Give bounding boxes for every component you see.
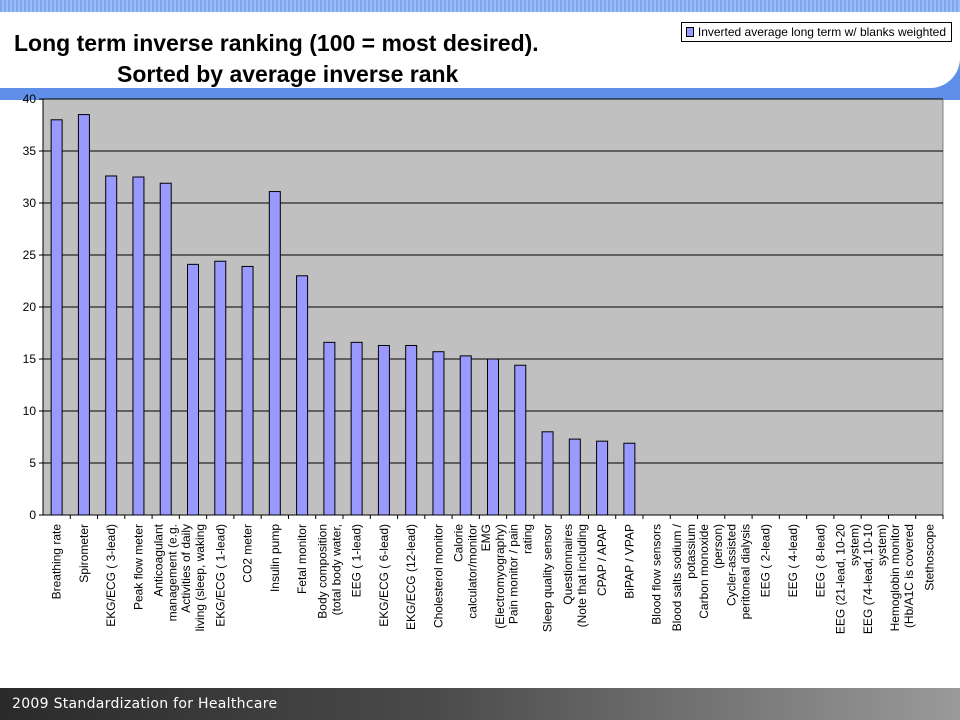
x-tick-label: EEG ( 8-lead)	[813, 524, 827, 597]
bar	[159, 182, 172, 516]
bar	[50, 119, 63, 516]
header-stripe	[0, 0, 960, 12]
x-tick-label: Peak flow meter	[131, 524, 145, 610]
y-tick-label: 15	[23, 352, 37, 366]
x-tick-label: (Note that including	[575, 524, 589, 627]
x-tick-label: EKG/ECG (12-lead)	[404, 524, 418, 630]
x-tick-label: Body composition	[315, 524, 329, 619]
bar	[432, 351, 445, 516]
x-tick-label: Stethoscope	[922, 524, 936, 591]
x-tick-label: living (sleep, waking	[193, 524, 207, 631]
x-tick-label: rating	[520, 524, 534, 554]
bar	[105, 175, 118, 516]
x-tick-label: (Electromyography)	[493, 524, 507, 629]
x-tick-label: Hemoglobin monitor	[888, 524, 902, 631]
x-tick-label: calculator/monitor	[466, 524, 480, 619]
y-tick-label: 10	[23, 404, 37, 418]
x-tick-label: potassium	[684, 524, 698, 579]
bar	[241, 265, 254, 516]
x-tick-label: EKG/ECG ( 6-lead)	[377, 524, 391, 627]
chart-legend: Inverted average long term w/ blanks wei…	[680, 22, 952, 42]
bar-chart: 0 5 10 15 20 25 30 35 40 Breathing rate Spirometer…	[23, 92, 944, 634]
x-tick-label: EEG ( 2-lead)	[759, 524, 773, 597]
y-tick-label: 0	[29, 508, 36, 522]
bar	[596, 440, 609, 516]
y-tick-label: 25	[23, 248, 37, 262]
x-tick-label: system)	[875, 524, 889, 566]
footer-bar: 2009 Standardization for Healthcare	[0, 688, 960, 720]
footer-text: 2009 Standardization for Healthcare	[12, 696, 278, 712]
x-tick-label: EEG (74-lead, 10-10	[861, 524, 875, 634]
x-tick-label: EKG/ECG ( 1-lead)	[213, 524, 227, 627]
chart-title-line-2: Sorted by average inverse rank	[117, 61, 459, 87]
x-tick-label: Fetal monitor	[295, 524, 309, 594]
x-tick-label: Cholesterol monitor	[431, 524, 445, 628]
x-tick-label: Blood salts sodium /	[670, 523, 684, 631]
bar	[541, 431, 554, 516]
x-tick-label: CO2 meter	[241, 524, 255, 583]
bar	[77, 114, 90, 516]
x-tick-label: peritoneal dialysis	[738, 524, 752, 619]
x-tick-label: management (e.g.	[166, 524, 180, 621]
bar	[323, 341, 336, 516]
x-tick-label: Cycler-assisted	[724, 524, 738, 606]
x-tick-label: EEG ( 4-lead)	[786, 524, 800, 597]
bar	[514, 364, 527, 516]
x-tick-label: Questionnaires	[561, 524, 575, 605]
bar	[132, 176, 145, 516]
x-tick-label: Pain monitor / pain	[506, 524, 520, 624]
x-tick-label: CPAP / APAP	[595, 524, 609, 596]
bar	[268, 191, 281, 516]
x-tick-label: Insulin pump	[268, 524, 282, 592]
x-tick-label: Activities of daily	[179, 524, 193, 613]
x-tick-label: BiPAP / VPAP	[622, 524, 636, 599]
y-tick-label: 20	[23, 300, 37, 314]
bar	[459, 355, 472, 516]
x-tick-label: EMG	[479, 524, 493, 551]
chart-title-line-1: Long term inverse ranking (100 = most de…	[14, 30, 539, 56]
legend-swatch	[685, 27, 694, 37]
x-tick-label: (person)	[711, 524, 725, 569]
x-tick-label: system)	[848, 524, 862, 566]
bar	[214, 260, 227, 516]
x-tick-label: EEG (21-lead, 10-20	[834, 524, 848, 634]
bar	[296, 275, 309, 516]
x-tick-label: Anticoagulant	[152, 523, 166, 596]
y-tick-label: 5	[29, 456, 36, 470]
x-tick-label: (total body water,	[329, 524, 343, 615]
x-tick-label: Blood flow sensors	[650, 524, 664, 625]
x-tick-label: (Hb/A1C is covered	[902, 524, 916, 628]
x-tick-label: Spirometer	[77, 524, 91, 583]
bar	[568, 438, 581, 516]
x-tick-label: EEG ( 1-lead)	[350, 524, 364, 597]
bar	[377, 344, 390, 516]
bar	[623, 442, 636, 516]
bar	[350, 341, 363, 516]
x-tick-label: Carbon monoxide	[697, 524, 711, 619]
y-tick-label: 30	[23, 196, 37, 210]
legend-label: Inverted average long term w/ blanks wei…	[697, 25, 946, 39]
bar	[487, 358, 499, 516]
x-tick-label: EKG/ECG ( 3-lead)	[104, 524, 118, 627]
y-tick-label: 35	[23, 144, 37, 158]
x-tick-label: Breathing rate	[50, 524, 64, 600]
bar	[187, 263, 199, 516]
x-tick-label: Sleep quality sensor	[541, 524, 555, 632]
bar	[405, 344, 418, 516]
y-tick-label: 40	[23, 92, 37, 106]
x-tick-label: Calorie	[452, 524, 466, 562]
